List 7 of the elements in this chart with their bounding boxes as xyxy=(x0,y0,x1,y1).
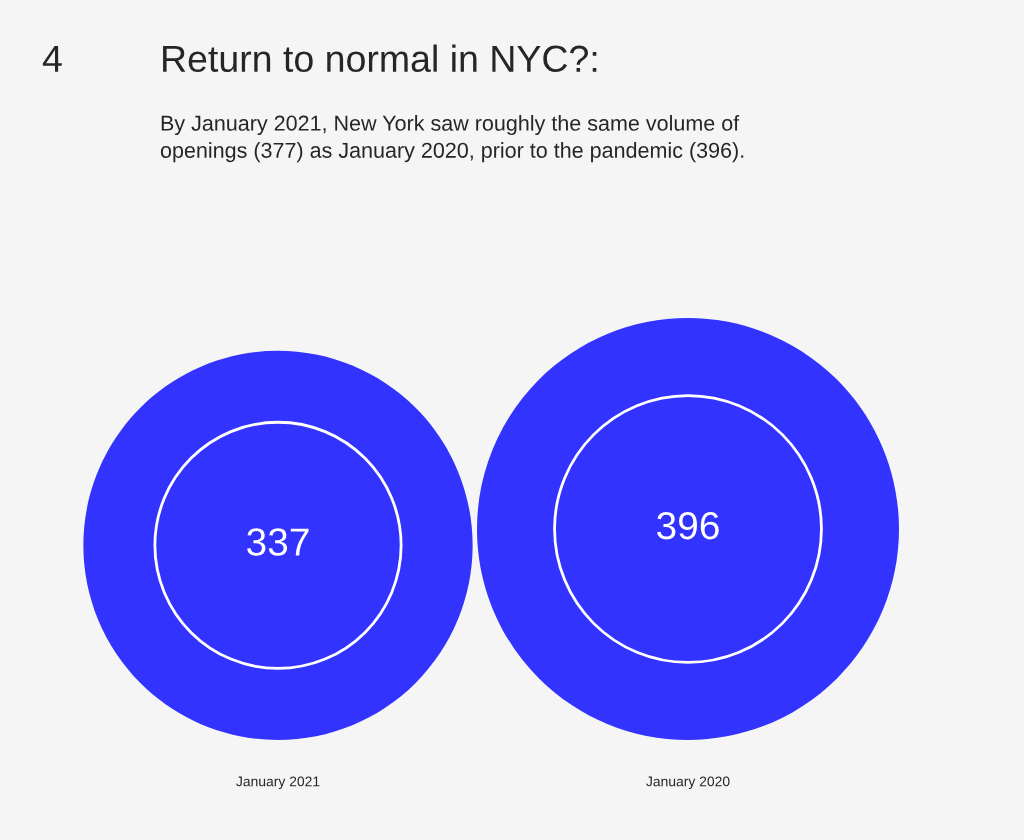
text: 4 xyxy=(42,45,62,72)
data-label: 337 xyxy=(247,528,309,556)
data-label: 396 xyxy=(657,511,719,540)
text: Return to normal in NYC?: xyxy=(163,44,597,73)
category-label: January 2021 xyxy=(236,776,320,790)
text: By January 2021, New York saw roughly the same volume of openings (377) as January 2020, prior to the pandemic (396). xyxy=(160,115,744,163)
category-label: January 2020 xyxy=(646,776,730,790)
